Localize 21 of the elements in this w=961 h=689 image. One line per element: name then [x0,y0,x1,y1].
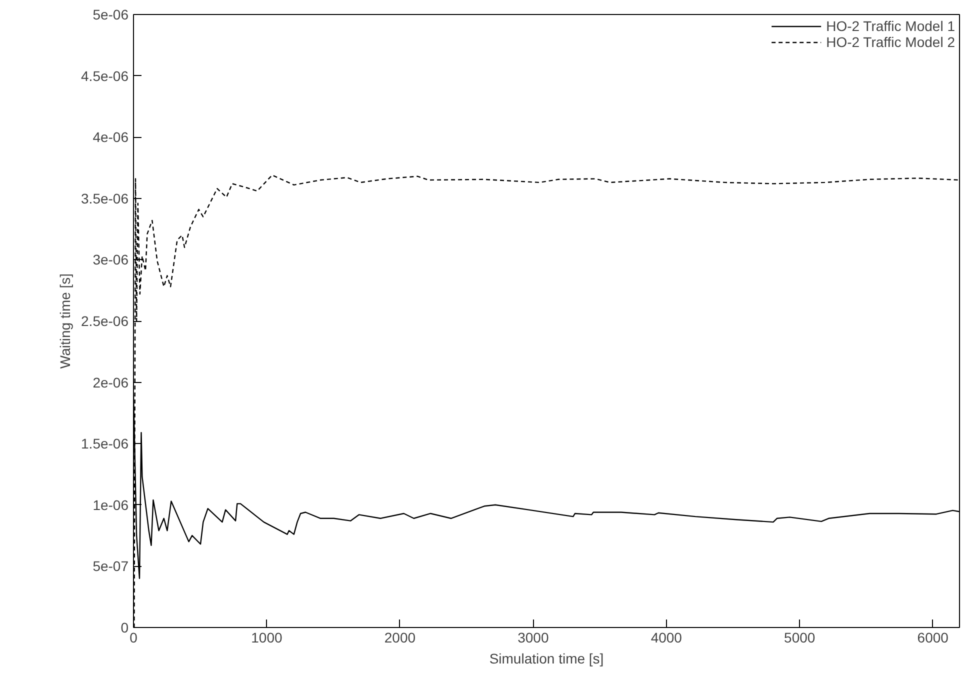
y-tick-label: 0 [120,620,129,636]
y-tick-label: 5e-06 [92,6,129,22]
y-tick-label: 1.5e-06 [81,436,129,452]
y-tick-label: 5e-07 [92,558,129,574]
y-tick-label: 4.5e-06 [81,68,129,84]
y-tick-label: 3e-06 [92,252,129,268]
x-tick-label: 4000 [650,630,682,646]
y-tick-label: 3.5e-06 [81,190,129,206]
x-tick-label: 1000 [251,630,283,646]
legend-label: HO-2 Traffic Model 2 [826,34,955,50]
legend-label: HO-2 Traffic Model 1 [826,18,955,34]
x-axis-title: Simulation time [s] [489,650,604,666]
y-tick-label: 4e-06 [92,129,129,146]
x-tick-label: 3000 [518,630,549,646]
y-axis-title: Waiting time [s] [57,273,74,369]
x-tick-label: 6000 [917,630,949,646]
y-tick-label: 1e-06 [92,496,129,513]
y-tick-label: 2.5e-06 [81,313,129,329]
y-tick-label: 2e-06 [92,374,129,390]
x-tick-label: 5000 [784,630,816,646]
x-tick-label: 2000 [384,630,416,646]
